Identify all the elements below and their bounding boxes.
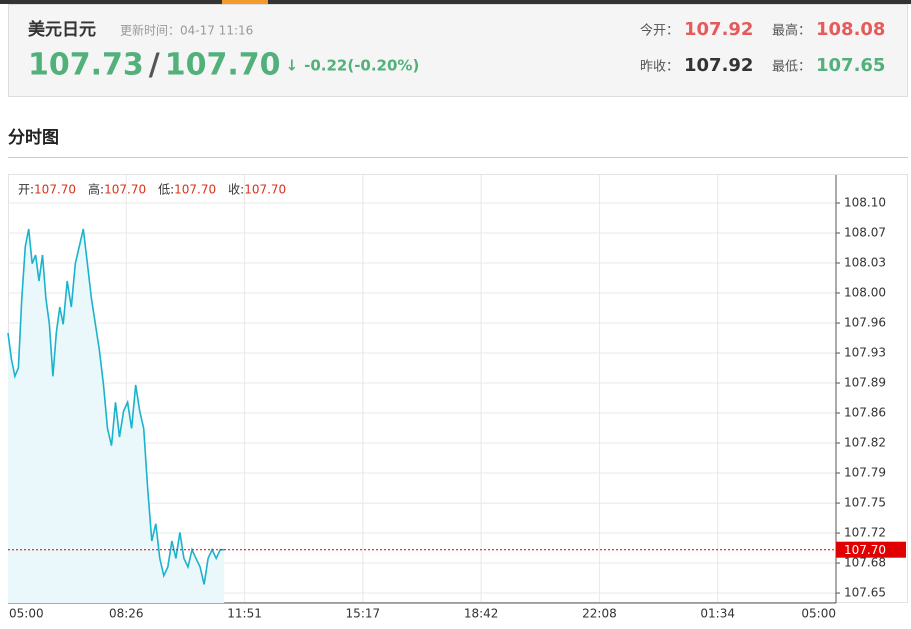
x-tick-label: 22:08 xyxy=(582,607,617,621)
y-tick-label: 108.00 xyxy=(844,285,886,299)
quote-change: -0.22(-0.20%) xyxy=(304,57,419,75)
stat-value: 107.92 xyxy=(684,55,753,76)
quote-arrow: ↓ xyxy=(286,57,299,75)
x-tick-label: 05:00 xyxy=(9,607,44,621)
info-label: 开: xyxy=(18,183,34,197)
x-tick-label: 01:34 xyxy=(700,607,735,621)
price-line xyxy=(7,228,225,585)
y-tick-label: 107.82 xyxy=(844,435,886,449)
y-tick-label: 107.65 xyxy=(844,586,886,600)
x-tick-label: 15:17 xyxy=(346,607,381,621)
y-tick-label: 107.75 xyxy=(844,496,886,510)
stat-value: 108.08 xyxy=(816,19,885,40)
quote-ask: 107.70 xyxy=(165,48,281,83)
x-tick-label: 11:51 xyxy=(227,607,262,621)
top-bar xyxy=(0,0,911,4)
y-tick-label: 108.07 xyxy=(844,225,886,239)
stat-value: 107.65 xyxy=(816,55,885,76)
quote-panel xyxy=(8,4,908,97)
info-value: 107.70 xyxy=(174,183,216,197)
stat-value: 107.92 xyxy=(684,19,753,40)
y-tick-label: 107.72 xyxy=(844,526,886,540)
y-tick-label: 107.86 xyxy=(844,406,886,420)
pair-name: 美元日元 xyxy=(28,19,96,40)
section-title: 分时图 xyxy=(8,128,59,148)
info-value: 107.70 xyxy=(104,183,146,197)
info-label: 收: xyxy=(228,183,244,197)
info-value: 107.70 xyxy=(34,183,76,197)
x-tick-label: 08:26 xyxy=(109,607,144,621)
y-tick-label: 108.10 xyxy=(844,195,886,209)
info-label: 低: xyxy=(158,183,174,197)
stat-label: 今开： xyxy=(640,23,679,39)
last-price-label: 107.70 xyxy=(844,543,886,557)
x-tick-label: 05:00 xyxy=(801,607,836,621)
quote-bid: 107.73 xyxy=(28,48,144,83)
top-bar-active xyxy=(222,0,268,4)
y-tick-label: 107.68 xyxy=(844,556,886,570)
quote-separator: / xyxy=(149,48,160,83)
area xyxy=(8,229,225,603)
stat-label: 最高： xyxy=(772,23,811,39)
y-tick-label: 108.03 xyxy=(844,255,886,269)
info-value: 107.70 xyxy=(244,183,286,197)
y-tick-label: 107.79 xyxy=(844,465,886,479)
y-tick-label: 107.89 xyxy=(844,376,886,390)
last-price-tag xyxy=(836,541,906,558)
info-label: 高: xyxy=(88,182,104,197)
stat-label: 昨收： xyxy=(640,60,679,75)
x-tick-label: 18:42 xyxy=(464,607,499,621)
y-tick-label: 107.96 xyxy=(844,316,886,330)
stat-label: 最低： xyxy=(772,60,811,75)
update-time: 更新时间：04-17 11:16 xyxy=(120,23,253,38)
y-tick-label: 107.93 xyxy=(844,346,886,360)
